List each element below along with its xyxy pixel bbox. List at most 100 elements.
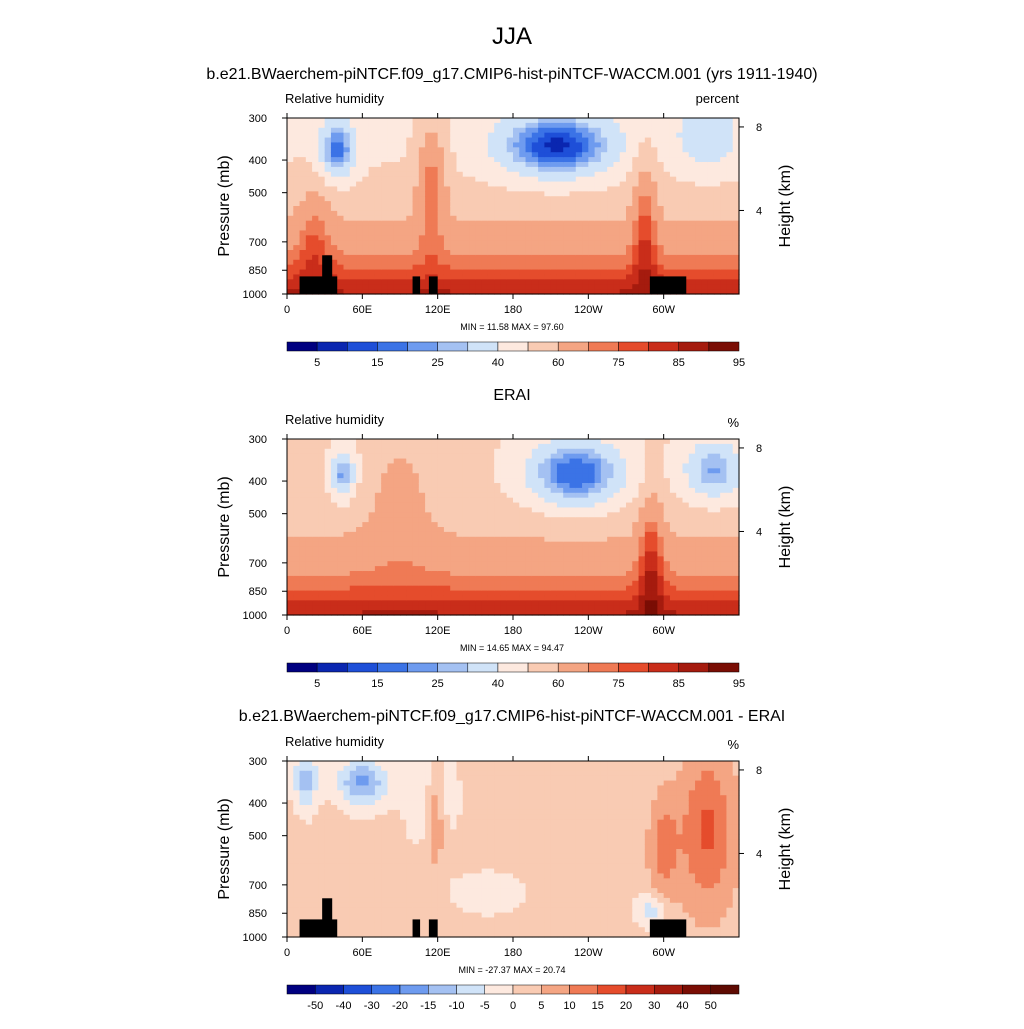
field-cell xyxy=(438,182,445,187)
field-cell xyxy=(720,206,727,211)
field-cell xyxy=(494,216,501,221)
field-cell xyxy=(664,123,671,128)
field-cell xyxy=(538,517,545,522)
field-cell xyxy=(438,270,445,275)
field-cell xyxy=(507,196,514,201)
field-cell xyxy=(563,157,570,162)
field-cell xyxy=(689,488,696,493)
field-cell xyxy=(664,459,671,464)
field-cell xyxy=(375,201,382,206)
field-cell xyxy=(356,211,363,216)
field-cell xyxy=(557,542,564,547)
field-cell xyxy=(538,240,545,245)
field-cell xyxy=(613,284,620,289)
field-cell xyxy=(500,507,507,512)
field-cell xyxy=(645,118,652,123)
field-cell xyxy=(689,270,696,275)
field-cell xyxy=(563,191,570,196)
field-cell xyxy=(507,138,514,143)
field-cell xyxy=(701,123,708,128)
field-cell xyxy=(450,522,457,527)
field-cell xyxy=(413,128,420,133)
field-cell xyxy=(306,605,313,610)
field-cell xyxy=(406,235,413,240)
field-cell xyxy=(532,439,539,444)
field-cell xyxy=(413,512,420,517)
field-cell xyxy=(312,138,319,143)
field-cell xyxy=(595,439,602,444)
field-cell xyxy=(576,172,583,177)
field-cell xyxy=(469,216,476,221)
field-cell xyxy=(664,439,671,444)
field-cell xyxy=(726,279,733,284)
field-cell xyxy=(337,586,344,591)
field-cell xyxy=(325,600,332,605)
field-cell xyxy=(513,221,520,226)
field-cell xyxy=(613,142,620,147)
field-cell xyxy=(657,591,664,596)
field-cell xyxy=(632,581,639,586)
field-cell xyxy=(519,255,526,260)
field-cell xyxy=(676,503,683,508)
field-cell xyxy=(457,473,464,478)
field-cell xyxy=(582,235,589,240)
field-cell xyxy=(626,142,633,147)
field-cell xyxy=(287,118,294,123)
field-cell xyxy=(708,221,715,226)
field-cell xyxy=(375,186,382,191)
field-cell xyxy=(369,498,376,503)
field-cell xyxy=(438,532,445,537)
field-cell xyxy=(494,586,501,591)
field-cell xyxy=(293,605,300,610)
field-cell xyxy=(676,157,683,162)
field-cell xyxy=(626,463,633,468)
field-cell xyxy=(444,503,451,508)
field-cell xyxy=(538,581,545,586)
field-cell xyxy=(544,221,551,226)
field-cell xyxy=(457,547,464,552)
field-cell xyxy=(513,454,520,459)
field-cell xyxy=(325,172,332,177)
field-cell xyxy=(425,157,432,162)
field-cell xyxy=(626,255,633,260)
field-cell xyxy=(469,586,476,591)
field-cell xyxy=(689,566,696,571)
field-cell xyxy=(607,147,614,152)
field-cell xyxy=(419,473,426,478)
field-cell xyxy=(651,147,658,152)
field-cell xyxy=(356,473,363,478)
field-cell xyxy=(607,230,614,235)
field-cell xyxy=(651,507,658,512)
field-cell xyxy=(563,527,570,532)
field-cell xyxy=(306,157,313,162)
field-cell xyxy=(482,463,489,468)
field-cell xyxy=(582,551,589,556)
field-cell xyxy=(639,444,646,449)
field-cell xyxy=(312,600,319,605)
field-cell xyxy=(582,591,589,596)
field-cell xyxy=(369,265,376,270)
field-cell xyxy=(582,226,589,231)
field-cell xyxy=(425,196,432,201)
field-cell xyxy=(632,216,639,221)
field-cell xyxy=(526,118,533,123)
field-cell xyxy=(312,118,319,123)
field-cell xyxy=(356,512,363,517)
field-cell xyxy=(519,152,526,157)
field-cell xyxy=(582,265,589,270)
field-cell xyxy=(306,449,313,454)
field-cell xyxy=(494,142,501,147)
field-cell xyxy=(438,595,445,600)
field-cell xyxy=(576,600,583,605)
field-cell xyxy=(557,488,564,493)
field-cell xyxy=(431,571,438,576)
field-cell xyxy=(595,493,602,498)
field-cell xyxy=(306,138,313,143)
field-cell xyxy=(306,226,313,231)
field-cell xyxy=(507,547,514,552)
field-cell xyxy=(344,547,351,552)
field-cell xyxy=(331,605,338,610)
field-cell xyxy=(613,221,620,226)
field-cell xyxy=(331,512,338,517)
field-cell xyxy=(450,547,457,552)
